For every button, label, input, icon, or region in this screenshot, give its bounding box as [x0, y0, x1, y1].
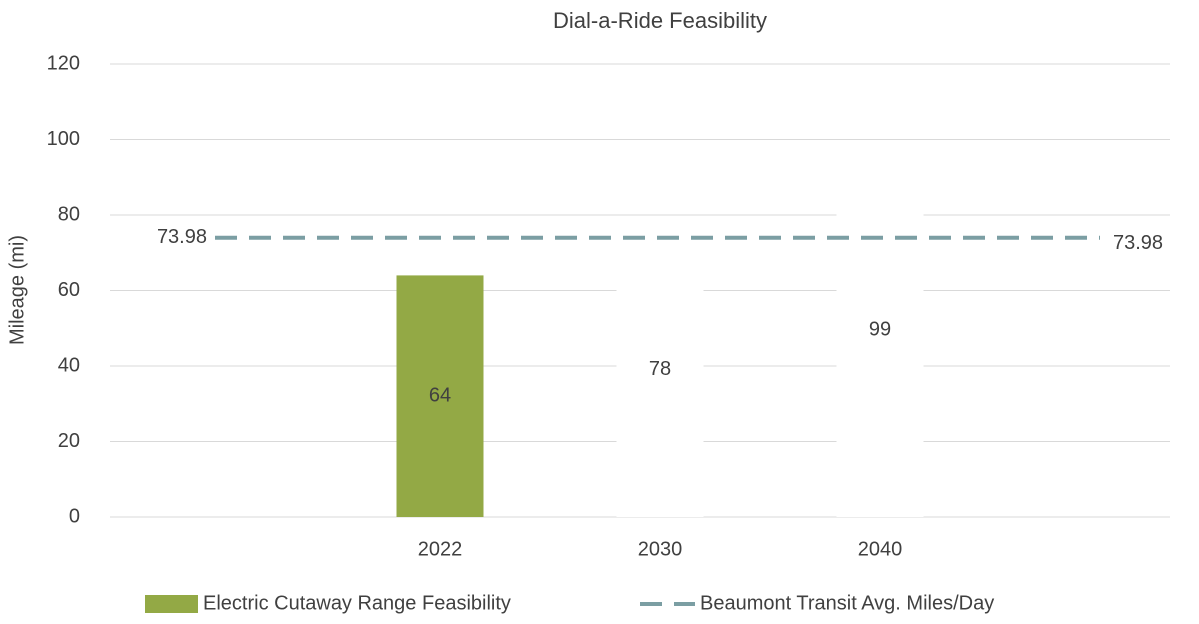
- x-tick-label: 2030: [638, 538, 683, 560]
- data-label: 73.98: [1113, 232, 1163, 254]
- y-tick-label: 0: [69, 505, 80, 527]
- data-label: 78: [649, 358, 671, 380]
- data-label: 99: [869, 318, 891, 340]
- bar: [836, 143, 924, 517]
- y-tick-label: 60: [58, 279, 80, 301]
- y-tick-label: 120: [47, 52, 80, 74]
- y-tick-label: 20: [58, 430, 80, 452]
- legend-label: Electric Cutaway Range Feasibility: [203, 592, 511, 614]
- x-tick-label: 2040: [858, 538, 903, 560]
- data-label: 64: [429, 384, 451, 406]
- y-tick-label: 80: [58, 203, 80, 225]
- legend-label: Beaumont Transit Avg. Miles/Day: [700, 592, 994, 614]
- y-tick-label: 100: [47, 128, 80, 150]
- y-tick-label: 40: [58, 354, 80, 376]
- legend-swatch: [145, 595, 198, 613]
- data-label: 73.98: [157, 226, 207, 248]
- bar: [616, 222, 704, 518]
- x-tick-label: 2022: [418, 538, 463, 560]
- bar: [396, 275, 484, 517]
- y-axis-label: Mileage (mi): [6, 235, 28, 345]
- chart-title: Dial-a-Ride Feasibility: [553, 8, 767, 33]
